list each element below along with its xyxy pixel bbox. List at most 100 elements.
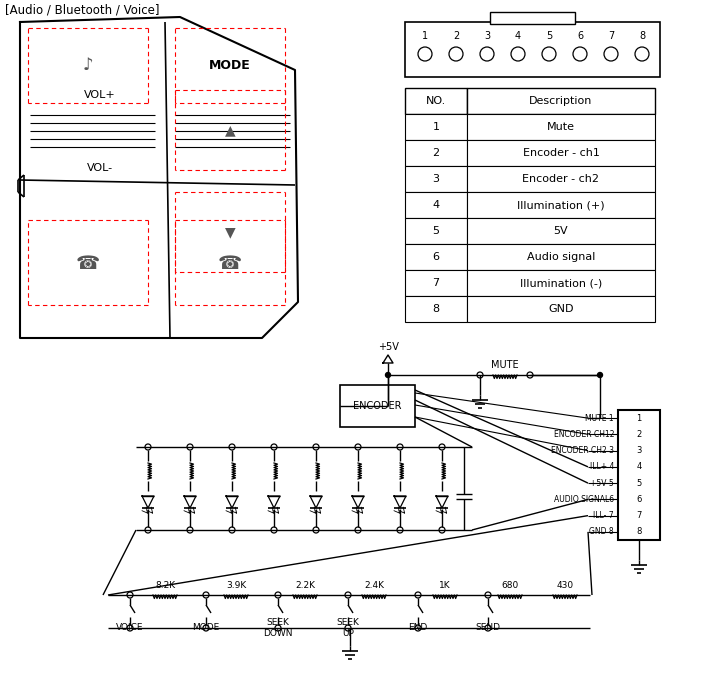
Circle shape: [477, 372, 483, 378]
Text: AUDIO SIGNAL6: AUDIO SIGNAL6: [554, 495, 614, 504]
Text: 7: 7: [433, 278, 440, 288]
Circle shape: [355, 444, 361, 450]
Text: ENCODER CH12: ENCODER CH12: [554, 430, 614, 439]
Bar: [467, 244, 655, 270]
Bar: [405, 166, 467, 192]
Circle shape: [573, 47, 587, 61]
Text: 4: 4: [637, 462, 641, 471]
Circle shape: [187, 527, 193, 533]
Circle shape: [439, 444, 445, 450]
Circle shape: [485, 625, 491, 631]
Text: 4: 4: [515, 31, 521, 41]
Text: ENCODER CH2 3: ENCODER CH2 3: [551, 446, 614, 455]
Text: +5V: +5V: [378, 342, 398, 352]
Text: 3.9K: 3.9K: [226, 581, 246, 590]
Text: +5V 5: +5V 5: [590, 479, 614, 488]
Text: ILL+ 4: ILL+ 4: [590, 462, 614, 471]
Bar: [405, 218, 467, 244]
Text: 430: 430: [557, 581, 573, 590]
Text: Encoder - ch2: Encoder - ch2: [522, 174, 599, 184]
Circle shape: [439, 527, 445, 533]
Circle shape: [449, 47, 463, 61]
Circle shape: [313, 527, 319, 533]
Bar: [405, 270, 467, 296]
Bar: [340, 385, 415, 427]
Text: 2: 2: [433, 148, 440, 158]
Circle shape: [313, 444, 319, 450]
Bar: [467, 296, 655, 322]
Circle shape: [145, 444, 151, 450]
Text: 6: 6: [577, 31, 583, 41]
Bar: [467, 114, 655, 140]
Text: VOL-: VOL-: [87, 163, 113, 173]
Bar: [490, 12, 575, 24]
Bar: [405, 22, 660, 77]
Text: 1: 1: [433, 122, 440, 132]
Text: MUTE 1: MUTE 1: [585, 413, 614, 422]
Text: 1K: 1K: [440, 581, 451, 590]
Text: ▼: ▼: [225, 225, 236, 239]
Circle shape: [275, 592, 281, 598]
Bar: [467, 88, 655, 114]
Bar: [467, 140, 655, 166]
Text: VOICE: VOICE: [116, 624, 144, 632]
Text: VOL+: VOL+: [84, 90, 116, 100]
Text: 6: 6: [433, 252, 440, 262]
Text: 8: 8: [637, 528, 641, 537]
Text: 3: 3: [637, 446, 641, 455]
Circle shape: [127, 625, 133, 631]
Circle shape: [203, 592, 209, 598]
Text: 5V: 5V: [554, 226, 569, 236]
Text: SEEK
UP: SEEK UP: [336, 618, 360, 638]
Circle shape: [127, 592, 133, 598]
Circle shape: [275, 625, 281, 631]
Circle shape: [542, 47, 556, 61]
Text: 8: 8: [639, 31, 645, 41]
Text: 3: 3: [484, 31, 490, 41]
Circle shape: [229, 444, 235, 450]
Text: MODE: MODE: [209, 59, 251, 72]
Circle shape: [415, 625, 421, 631]
Text: 2.4K: 2.4K: [364, 581, 384, 590]
Text: 5: 5: [637, 479, 641, 488]
Bar: [467, 166, 655, 192]
Text: 2: 2: [453, 31, 459, 41]
Text: ☎: ☎: [76, 254, 100, 273]
Circle shape: [271, 527, 277, 533]
Text: ☎: ☎: [218, 254, 242, 273]
Text: Mute: Mute: [547, 122, 575, 132]
Text: 8.2K: 8.2K: [155, 581, 175, 590]
Circle shape: [418, 47, 432, 61]
Circle shape: [386, 372, 390, 378]
Bar: [405, 296, 467, 322]
Text: 680: 680: [501, 581, 519, 590]
Circle shape: [203, 625, 209, 631]
Circle shape: [511, 47, 525, 61]
Text: ▲: ▲: [225, 123, 236, 137]
Bar: [405, 192, 467, 218]
Text: Audio signal: Audio signal: [527, 252, 595, 262]
Circle shape: [355, 527, 361, 533]
Circle shape: [397, 444, 403, 450]
Circle shape: [480, 47, 494, 61]
Text: Encoder - ch1: Encoder - ch1: [522, 148, 599, 158]
Text: NO.: NO.: [426, 96, 446, 106]
Text: 5: 5: [546, 31, 552, 41]
Circle shape: [187, 444, 193, 450]
Text: MODE: MODE: [192, 624, 219, 632]
Text: GND: GND: [548, 304, 573, 314]
Text: [Audio / Bluetooth / Voice]: [Audio / Bluetooth / Voice]: [5, 3, 160, 17]
Circle shape: [397, 527, 403, 533]
Text: Illumination (-): Illumination (-): [520, 278, 602, 288]
Bar: [467, 218, 655, 244]
Text: END: END: [409, 624, 428, 632]
Text: ♪: ♪: [83, 56, 93, 74]
Circle shape: [345, 625, 351, 631]
Text: 7: 7: [637, 511, 641, 520]
Bar: [467, 270, 655, 296]
Text: 5: 5: [433, 226, 440, 236]
Circle shape: [145, 527, 151, 533]
Bar: [467, 192, 655, 218]
Circle shape: [229, 527, 235, 533]
Text: GND 8: GND 8: [590, 528, 614, 537]
